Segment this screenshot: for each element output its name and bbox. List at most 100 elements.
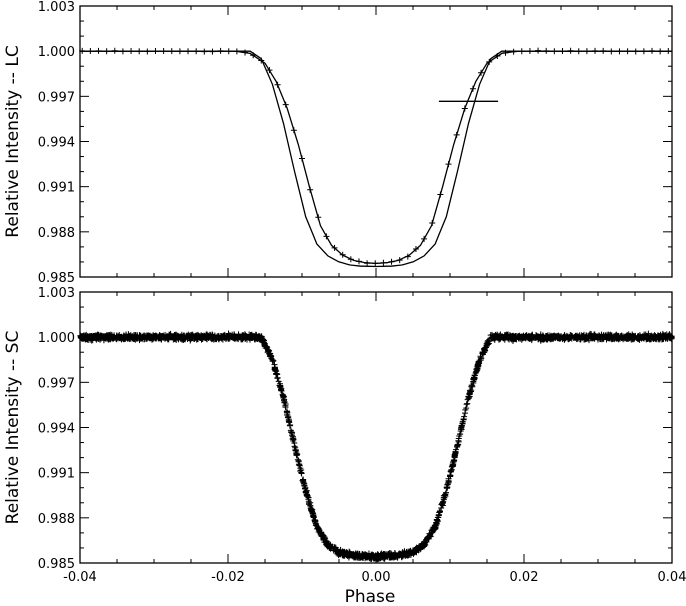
data-point [609, 335, 616, 342]
data-point [301, 480, 308, 487]
data-point [339, 251, 346, 258]
data-point [582, 334, 589, 341]
data-point [300, 476, 307, 483]
data-point [461, 105, 468, 112]
data-point [659, 333, 666, 340]
data-point [364, 260, 371, 267]
model-curve [80, 50, 672, 268]
data-point [559, 47, 566, 54]
data-point [624, 48, 631, 55]
data-point [513, 334, 520, 341]
data-point [308, 506, 315, 513]
data-point [144, 48, 151, 55]
data-point [258, 57, 265, 64]
data-point [391, 549, 398, 556]
data-point [225, 48, 232, 55]
data-point [450, 461, 457, 468]
data-point [436, 509, 443, 516]
data-point [356, 551, 363, 558]
data-point [479, 348, 486, 355]
data-point [295, 457, 302, 464]
data-point [307, 502, 314, 509]
data-point [284, 414, 291, 421]
data-point [217, 47, 224, 54]
data-point [296, 462, 303, 469]
data-point [502, 49, 509, 56]
data-point [270, 358, 277, 365]
data-point [303, 487, 310, 494]
data-point [567, 47, 574, 54]
data-point [311, 517, 318, 524]
data-point [454, 442, 461, 449]
data-point [585, 333, 592, 340]
data-point [486, 58, 493, 65]
data-point [331, 244, 338, 251]
data-point [526, 48, 533, 55]
data-point [451, 452, 458, 459]
data-point [445, 161, 452, 168]
y-tick-label: 0.994 [38, 422, 75, 437]
data-point [229, 334, 236, 341]
data-point [95, 47, 102, 54]
data-point [526, 333, 533, 340]
data-point [336, 549, 343, 556]
data-point [304, 493, 311, 500]
data-point [388, 258, 395, 265]
data-point [152, 47, 159, 54]
data-point [274, 81, 281, 88]
data-point [309, 510, 316, 517]
data-point [294, 456, 301, 463]
data-point [453, 131, 460, 138]
y-tick-label: 0.988 [38, 226, 75, 241]
data-point [355, 258, 362, 265]
data-point [111, 47, 118, 54]
y-tick-label: 0.994 [38, 136, 75, 151]
data-point [209, 48, 216, 55]
y-axis-title: Relative Intensity -- SC [3, 331, 23, 525]
data-point [603, 333, 610, 340]
data-point [392, 553, 399, 560]
data-point [435, 512, 442, 519]
data-point [644, 335, 651, 342]
data-point [117, 334, 124, 341]
data-point [547, 334, 554, 341]
data-point [276, 382, 283, 389]
data-point [380, 552, 387, 559]
data-point [470, 376, 477, 383]
data-point [80, 334, 87, 341]
data-point [121, 335, 128, 342]
data-point [320, 535, 327, 542]
data-point [583, 48, 590, 55]
data-point [204, 331, 211, 338]
data-point [456, 431, 463, 438]
data-point [293, 452, 300, 459]
x-tick-label: -0.04 [63, 570, 97, 585]
data-point [233, 48, 240, 55]
y-tick-label: 0.988 [38, 512, 75, 527]
data-point [282, 101, 289, 108]
data-point [640, 48, 647, 55]
data-point [98, 332, 105, 339]
data-point [122, 331, 129, 338]
data-point [592, 47, 599, 54]
data-point [459, 420, 466, 427]
data-point [278, 385, 285, 392]
data-point [543, 47, 550, 54]
data-point [310, 514, 317, 521]
data-point [136, 48, 143, 55]
data-point [323, 233, 330, 240]
data-point [599, 334, 606, 341]
data-point [637, 333, 644, 340]
data-point [266, 67, 273, 74]
data-point [274, 375, 281, 382]
y-tick-label: 0.991 [38, 181, 75, 196]
data-point [664, 335, 671, 342]
data-point [372, 260, 379, 267]
x-axis-title: Phase [345, 587, 396, 606]
data-point [428, 529, 435, 536]
data-point [565, 334, 572, 341]
data-point [448, 463, 455, 470]
data-point [87, 47, 94, 54]
data-point [226, 335, 233, 342]
data-point [263, 345, 270, 352]
